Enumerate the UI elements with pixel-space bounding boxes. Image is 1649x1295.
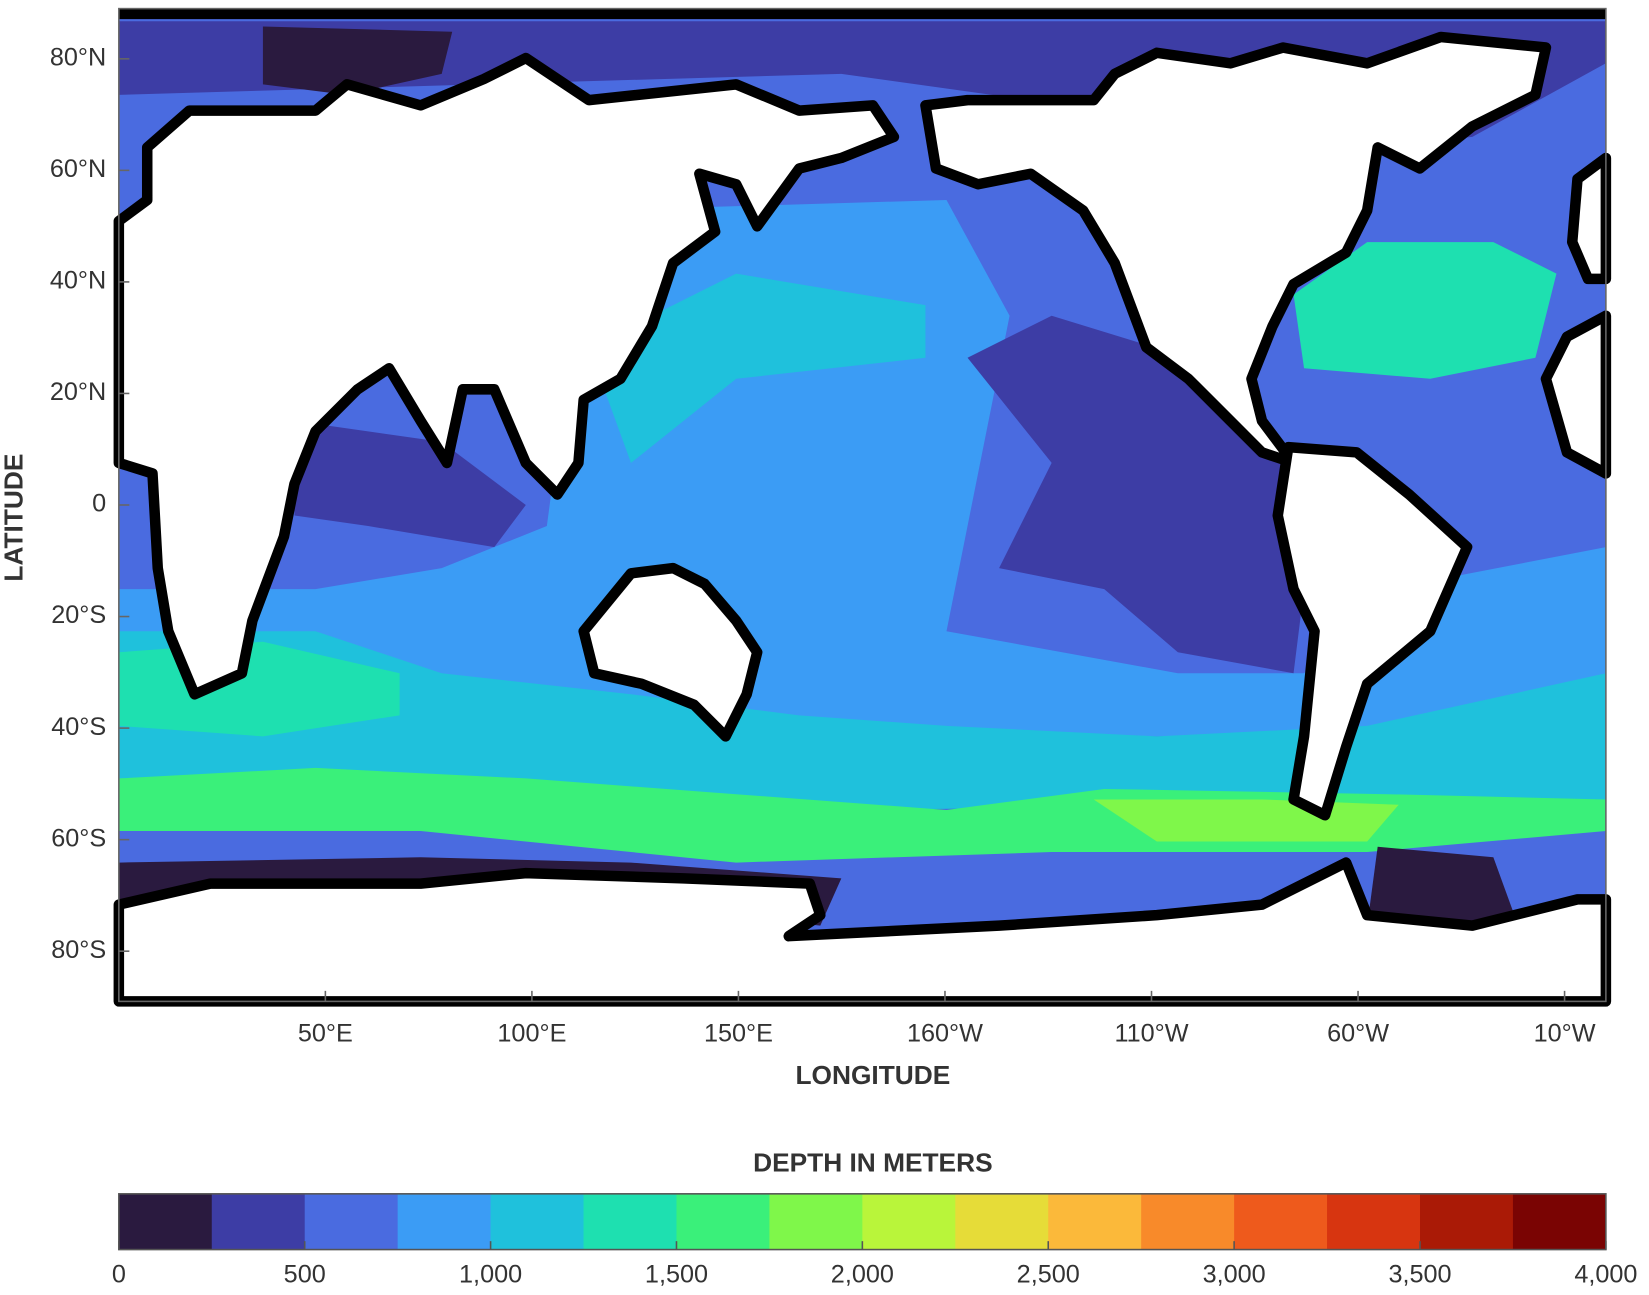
colorbar-tick-label: 1,000 [459,1261,522,1289]
colorbar-bin [955,1193,1049,1250]
ocean-region [1293,242,1557,379]
y-axis-label: LATITUDE [0,454,29,582]
colorbar-bin [1141,1193,1235,1250]
colorbar-tick-label: 0 [112,1261,126,1289]
colorbar-bin [676,1193,770,1250]
colorbar-bin [211,1193,306,1250]
colorbar-bin [862,1193,956,1250]
colorbar-tick-label: 1,500 [645,1261,708,1289]
colorbar-bin [490,1193,585,1250]
colorbar-tick-label: 500 [284,1261,326,1289]
x-tick-label: 60°W [1327,1020,1389,1048]
colorbar-tick-label: 2,500 [1017,1261,1080,1289]
y-tick-label: 0 [92,490,106,518]
y-tick-label: 80°N [50,43,106,71]
continent [1566,152,1612,285]
colorbar-bin [1512,1193,1607,1250]
x-tick-label: 160°W [907,1020,983,1048]
colorbar-bin [397,1193,492,1250]
colorbar-tick-label: 3,500 [1388,1261,1451,1289]
ocean-region [262,26,453,95]
map [113,7,1612,1007]
y-tick-label: 40°N [50,267,106,295]
y-tick-label: 80°S [51,936,106,964]
x-tick-label: 10°W [1534,1020,1596,1048]
x-tick-label: 150°E [704,1020,773,1048]
x-tick-label: 50°E [298,1020,353,1048]
colorbar-tick-label: 2,000 [831,1261,894,1289]
ocean-region [588,273,926,463]
y-tick-label: 20°N [50,378,106,406]
colorbar-bin [1420,1193,1514,1250]
colorbar-bin [583,1193,678,1250]
colorbar-title: DEPTH IN METERS [753,1147,992,1177]
colorbar-bin [1327,1193,1421,1250]
colorbar-bin [304,1193,399,1250]
x-tick-label: 110°W [1114,1020,1188,1048]
colorbar-bin [1048,1193,1142,1250]
y-tick-label: 40°S [51,713,106,741]
ocean-region [118,631,1606,821]
colorbar-bin [769,1193,863,1250]
ocean-region [118,200,1606,737]
x-axis-label: LONGITUDE [795,1060,950,1090]
ocean-region [294,420,526,548]
y-tick-label: 60°N [50,155,106,183]
map-edge-band [118,8,1606,20]
y-tick-label: 60°S [51,824,106,852]
continent [1272,441,1473,821]
colorbar-bin [118,1193,213,1250]
continent [920,31,1552,469]
colorbar-bin [1234,1193,1328,1250]
colorbar-tick-label: 4,000 [1574,1261,1637,1289]
continent [113,52,900,700]
continent [578,562,763,742]
colorbar-tick-label: 3,000 [1203,1261,1266,1289]
y-tick-label: 20°S [51,601,106,629]
x-tick-label: 100°E [497,1020,566,1048]
